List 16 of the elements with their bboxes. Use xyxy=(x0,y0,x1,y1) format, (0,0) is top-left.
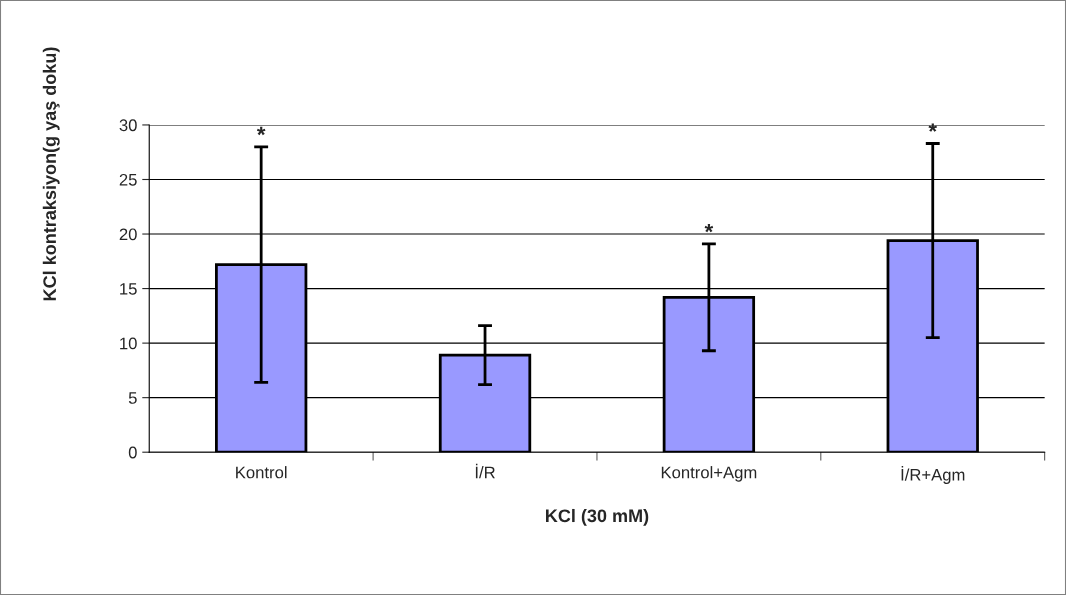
x-axis-title: KCl (30 mM) xyxy=(546,508,649,526)
y-tick-label: 20 xyxy=(119,228,137,241)
y-tick-label: 30 xyxy=(119,119,137,132)
x-tick-label: İ/R xyxy=(475,463,495,479)
annotation: * xyxy=(256,126,266,136)
annotation: * xyxy=(704,223,714,233)
y-tick-label: 15 xyxy=(120,283,137,295)
y-tick-label: 5 xyxy=(128,392,137,404)
annotation: * xyxy=(928,123,938,132)
y-tick-label: 0 xyxy=(128,446,137,459)
x-tick-label: Kontrol+Agm xyxy=(661,466,757,482)
y-tick-label: 25 xyxy=(119,173,137,186)
x-tick-label: Kontrol xyxy=(236,466,287,479)
y-tick-label: 10 xyxy=(120,337,137,350)
y-axis-title: KCl kontraksiyon(g yaş doku) xyxy=(42,47,60,301)
x-tick-label: İ/R+Agm xyxy=(901,466,965,484)
